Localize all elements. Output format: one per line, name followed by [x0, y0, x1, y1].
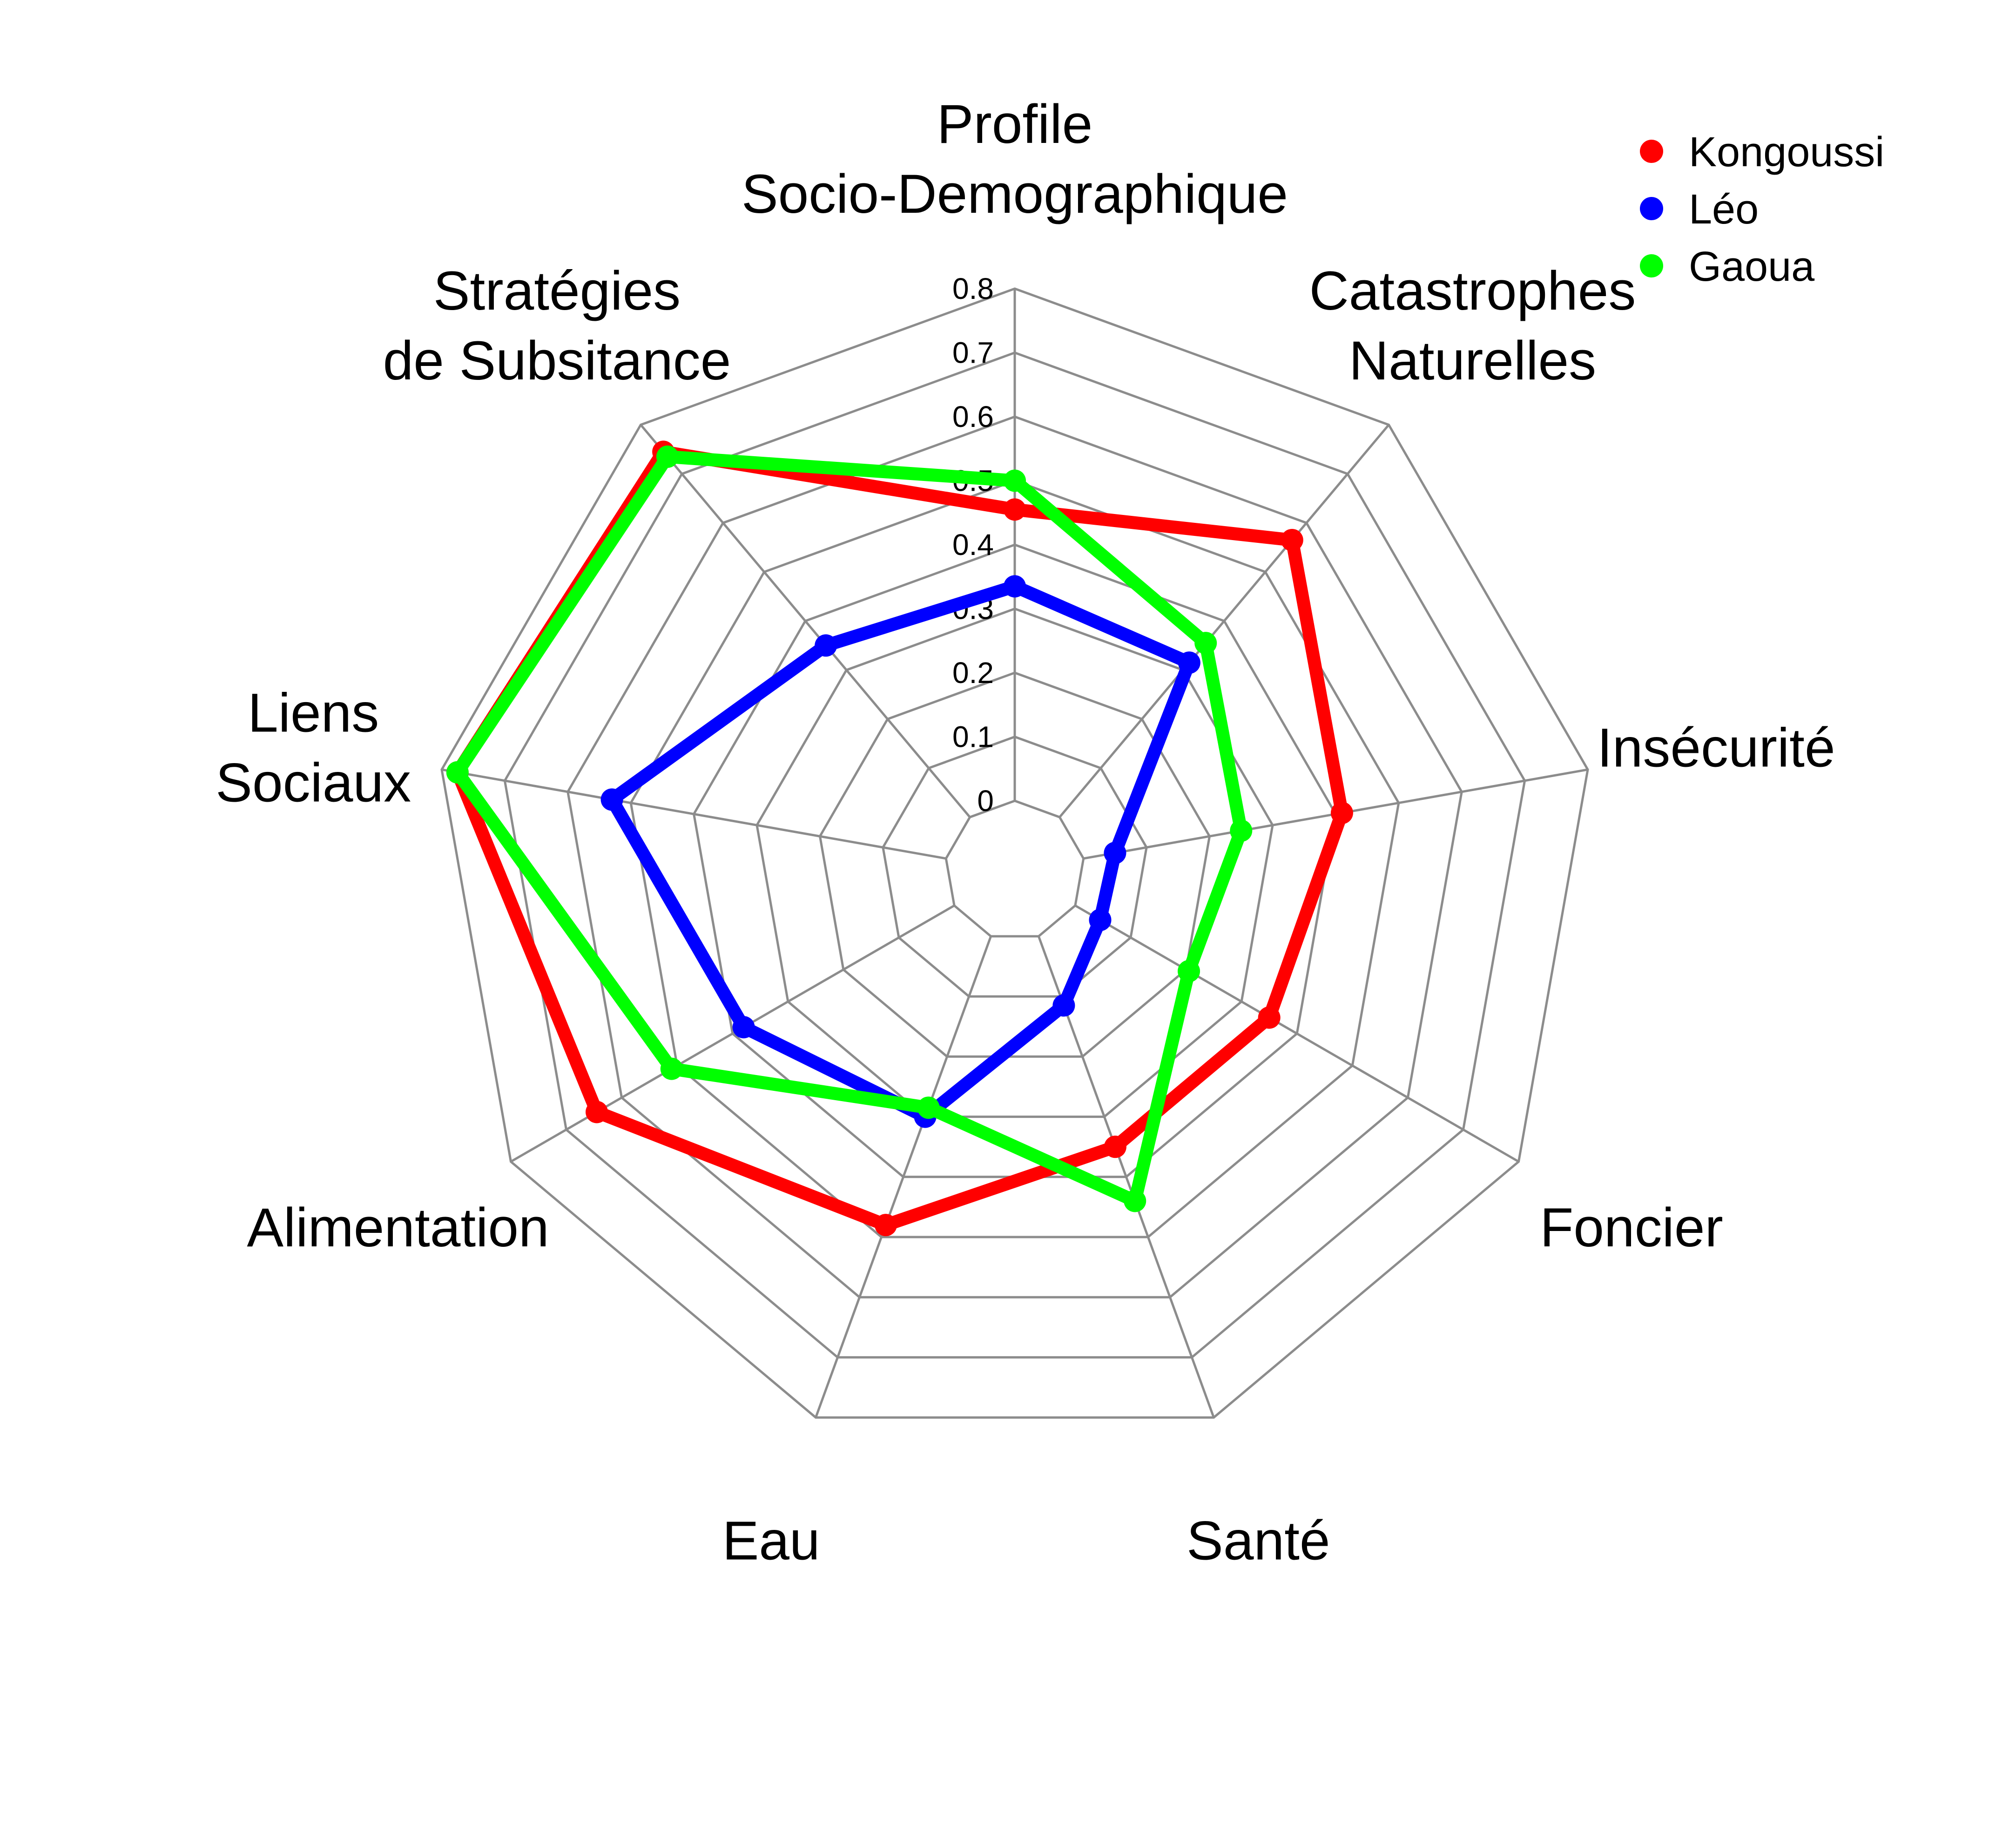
legend: Kongoussi Léo Gaoua — [1640, 129, 1884, 290]
radar-grid — [440, 287, 1589, 1419]
legend-label: Léo — [1689, 186, 1759, 233]
data-point — [1052, 994, 1075, 1017]
data-point — [1104, 1136, 1126, 1158]
axis-spoke-7 — [441, 768, 946, 860]
axis-label: Profile Socio-Demographique — [742, 94, 1288, 225]
tick-label: 0.2 — [952, 656, 994, 690]
series-layer — [446, 440, 1353, 1237]
axis-label: Catastrophes Naturelles — [1309, 260, 1636, 392]
data-point — [660, 1057, 683, 1080]
data-point — [446, 761, 469, 784]
axis-label: Alimentation — [247, 1197, 549, 1258]
axis-label: Santé — [1187, 1510, 1330, 1572]
data-point — [1258, 1006, 1281, 1029]
legend-item-0: Kongoussi — [1640, 129, 1884, 176]
axis-label: Stratégies de Subsitance — [383, 260, 731, 392]
legend-label: Gaoua — [1689, 243, 1815, 290]
series-2 — [446, 445, 1253, 1212]
axis-spoke-6 — [510, 904, 955, 1163]
data-point — [917, 1096, 940, 1119]
data-point — [874, 1214, 897, 1237]
axis-spoke-3 — [1074, 904, 1519, 1163]
series-line — [449, 450, 1248, 1211]
grid-ring-8 — [440, 287, 1589, 1419]
data-point — [1104, 842, 1126, 865]
data-point — [1089, 908, 1112, 931]
data-point — [1281, 528, 1303, 551]
axis-spoke-1 — [1059, 424, 1390, 818]
tick-label: 0.6 — [952, 400, 994, 433]
data-point — [1004, 498, 1026, 521]
tick-label: 0.1 — [952, 720, 994, 754]
axis-label: Eau — [722, 1510, 820, 1572]
axis-spoke-8 — [640, 424, 971, 818]
grid-ring-7 — [503, 351, 1526, 1359]
data-point — [1004, 469, 1026, 492]
series-line — [603, 579, 1198, 1125]
series-1 — [600, 575, 1200, 1128]
tick-label: 0.8 — [952, 272, 994, 305]
grid-ring-5 — [629, 479, 1400, 1238]
axis-label: Insécurité — [1597, 717, 1835, 778]
legend-label: Kongoussi — [1689, 129, 1884, 176]
data-point — [586, 1101, 608, 1123]
legend-marker — [1640, 197, 1663, 220]
axis-label: Liens Sociaux — [216, 682, 411, 813]
data-point — [1178, 960, 1200, 982]
data-point — [1230, 819, 1253, 842]
series-0 — [446, 440, 1353, 1237]
tick-label: 0 — [977, 784, 994, 818]
axis-spoke-5 — [815, 936, 992, 1418]
axis-label: Foncier — [1540, 1197, 1723, 1258]
grid-ring-6 — [566, 415, 1463, 1299]
data-point — [732, 1016, 755, 1039]
legend-marker — [1640, 254, 1663, 277]
data-point — [815, 634, 837, 657]
legend-item-2: Gaoua — [1640, 243, 1815, 290]
data-point — [656, 445, 679, 468]
data-point — [1124, 1190, 1146, 1212]
tick-label: 0.4 — [952, 528, 994, 561]
grid-ring-2 — [818, 671, 1211, 1058]
data-point — [1178, 651, 1200, 674]
legend-marker — [1640, 140, 1663, 163]
legend-item-1: Léo — [1640, 186, 1759, 233]
tick-label: 0.7 — [952, 336, 994, 370]
axis-spoke-4 — [1037, 936, 1215, 1418]
data-point — [1330, 802, 1353, 825]
data-point — [1004, 575, 1026, 598]
grid-ring-0 — [944, 799, 1085, 938]
grid-ring-1 — [882, 735, 1148, 998]
data-point — [1194, 632, 1217, 655]
radial-tick-labels: 00.10.20.30.40.50.60.70.8 — [952, 272, 994, 818]
data-point — [600, 788, 623, 811]
